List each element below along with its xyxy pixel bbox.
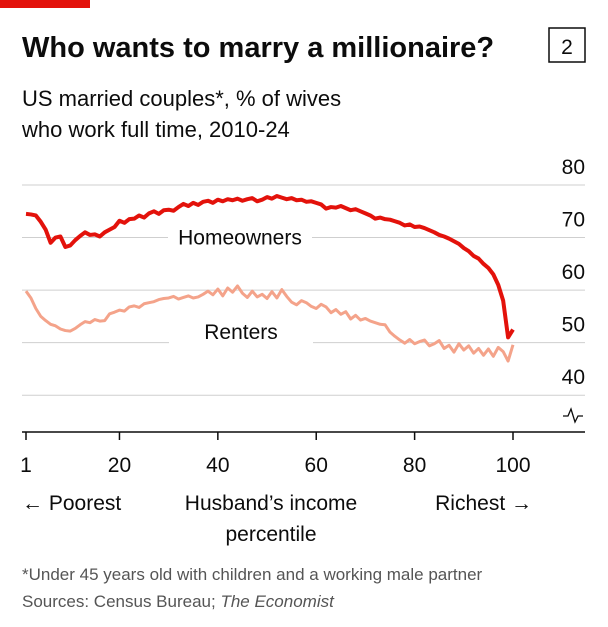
subtitle: who work full time, 2010-24 (21, 117, 290, 142)
x-right-note: Richest → (435, 492, 532, 515)
x-tick-label: 60 (305, 454, 328, 477)
series-label: Homeowners (178, 227, 302, 250)
chart-number: 2 (561, 36, 573, 59)
x-tick-label: 40 (206, 454, 229, 477)
x-axis-label: percentile (225, 523, 316, 546)
source-text: Sources: Census Bureau; (22, 592, 216, 611)
y-tick-label: 50 (562, 314, 585, 337)
x-axis-label: Husband’s income (185, 492, 357, 515)
series-line (24, 284, 515, 363)
brand-bar (0, 0, 90, 8)
chart-number-box (548, 27, 586, 63)
label-background (169, 318, 313, 347)
source-italic: The Economist (220, 592, 335, 611)
footnote: *Under 45 years old with children and a … (22, 565, 483, 584)
y-tick-label: 60 (562, 261, 585, 284)
x-tick-label: 80 (403, 454, 426, 477)
x-tick-label: 100 (495, 454, 530, 477)
x-tick-label: 1 (20, 454, 32, 477)
source: Sources: Census Bureau; The Economist (22, 592, 335, 611)
x-tick-label: 20 (108, 454, 131, 477)
series-label: Renters (204, 321, 278, 344)
subtitle: US married couples*, % of wives (22, 86, 341, 111)
chart-title: Who wants to marry a millionaire? (22, 32, 494, 64)
y-tick-label: 40 (562, 366, 585, 389)
series-line (25, 194, 515, 340)
y-tick-label: 80 (562, 156, 585, 179)
y-tick-label: 70 (562, 209, 585, 232)
label-background (168, 223, 312, 252)
axis-break (563, 407, 583, 424)
x-left-note: ← Poorest (22, 492, 121, 515)
